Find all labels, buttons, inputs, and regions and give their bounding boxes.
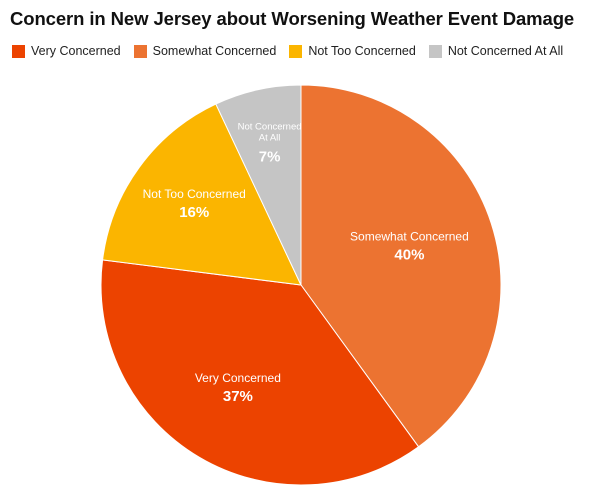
legend-label-somewhat-concerned: Somewhat Concerned [152,44,277,58]
legend-swatch-not-concerned-at-all [428,44,442,58]
legend-swatch-somewhat-concerned [133,44,147,58]
legend-label-not-concerned-at-all: Not Concerned At All [447,44,564,58]
slice-label-not-concerned-at-all-line-2: At All [259,132,281,143]
legend-label-not-too-concerned: Not Too Concerned [308,44,416,58]
slice-label-not-concerned-at-all-line-1: Not Concerned [238,121,302,132]
legend-swatch-very-concerned [12,44,25,58]
slice-value-not-too-concerned: 16% [179,204,209,221]
pie-slice-very-concerned [100,259,420,486]
slice-label-not-too-concerned: Not Too Concerned [143,187,246,201]
slice-label-very-concerned: Very Concerned [195,371,281,385]
legend-item-not-concerned-at-all: Not Concerned At All [428,44,564,58]
slice-value-somewhat-concerned: 40% [394,246,424,263]
slice-value-very-concerned: 37% [223,388,253,405]
legend-item-very-concerned: Very Concerned [12,44,121,58]
legend-swatch-not-too-concerned [289,44,303,58]
legend-label-very-concerned: Very Concerned [31,44,121,58]
slice-value-not-concerned-at-all: 7% [259,148,281,165]
slice-label-somewhat-concerned: Somewhat Concerned [350,229,469,243]
legend-item-not-too-concerned: Not Too Concerned [289,44,416,58]
chart-title: Concern in New Jersey about Worsening We… [10,8,575,29]
pie-slice-not-too-concerned [102,103,302,286]
pie-slice-somewhat-concerned [300,84,502,448]
pie-slice-not-concerned-at-all [215,84,302,286]
legend: Very Concerned Somewhat Concerned Not To… [12,44,576,58]
legend-item-somewhat-concerned: Somewhat Concerned [133,44,277,58]
